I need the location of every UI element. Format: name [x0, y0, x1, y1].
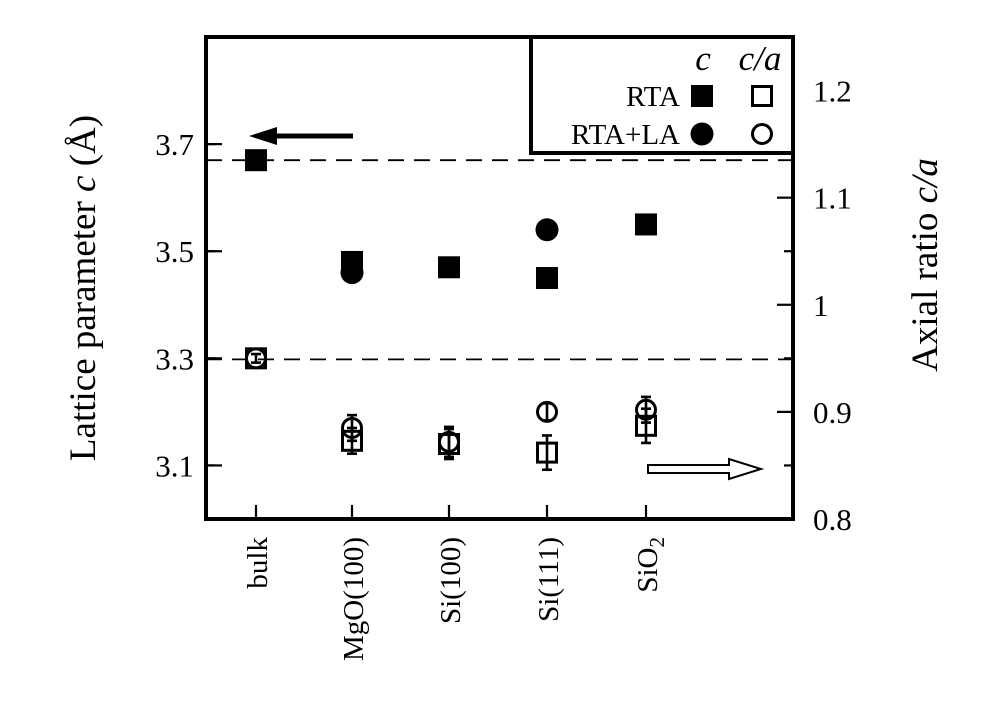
category-label: Si(111) — [533, 537, 565, 622]
data-point — [438, 256, 460, 279]
left-tick-label: 3.1 — [155, 448, 194, 483]
category-label: SiO2 — [632, 537, 669, 593]
category-label: MgO(100) — [338, 537, 370, 661]
legend-marker — [690, 122, 714, 146]
legend-label: RTA — [626, 81, 680, 113]
data-point — [245, 347, 267, 370]
data-point — [245, 149, 267, 172]
data-point — [536, 267, 558, 289]
right-axis-title: Axial ratio c/a — [905, 158, 946, 372]
left-tick-label: 3.3 — [155, 341, 194, 376]
legend-box — [529, 35, 795, 155]
series-rta-la-c — [340, 218, 559, 285]
left-axis-title: Lattice parameter c (Å) — [63, 115, 104, 461]
data-point — [635, 213, 657, 236]
left-tick-label: 3.5 — [155, 234, 194, 269]
legend-marker — [751, 85, 773, 107]
data-point — [438, 430, 460, 453]
legend-marker — [751, 123, 773, 145]
right-axis-arrow — [647, 457, 765, 481]
legend-header-ca: c/a — [739, 39, 782, 78]
series-rta-la-ca — [245, 347, 657, 459]
right-tick-label: 1.1 — [813, 181, 852, 216]
series-rta-c — [245, 149, 657, 289]
legend-marker — [691, 85, 713, 107]
data-point — [535, 218, 559, 242]
category-label: bulk — [242, 537, 274, 589]
data-point — [536, 441, 558, 464]
data-point — [536, 400, 558, 423]
data-point — [340, 261, 364, 285]
left-axis-arrow-head — [249, 127, 277, 145]
right-tick-label: 1.2 — [813, 74, 852, 109]
right-tick-label: 0.8 — [813, 502, 852, 537]
right-tick-label: 1 — [813, 288, 829, 323]
legend-header-c: c — [695, 39, 711, 78]
data-point — [341, 416, 363, 439]
data-point — [635, 398, 657, 421]
legend-label: RTA+LA — [571, 119, 680, 151]
left-tick-label: 3.7 — [155, 127, 194, 162]
plot-frame — [204, 35, 795, 521]
right-tick-label: 0.9 — [813, 395, 852, 430]
category-label: Si(100) — [435, 537, 467, 624]
